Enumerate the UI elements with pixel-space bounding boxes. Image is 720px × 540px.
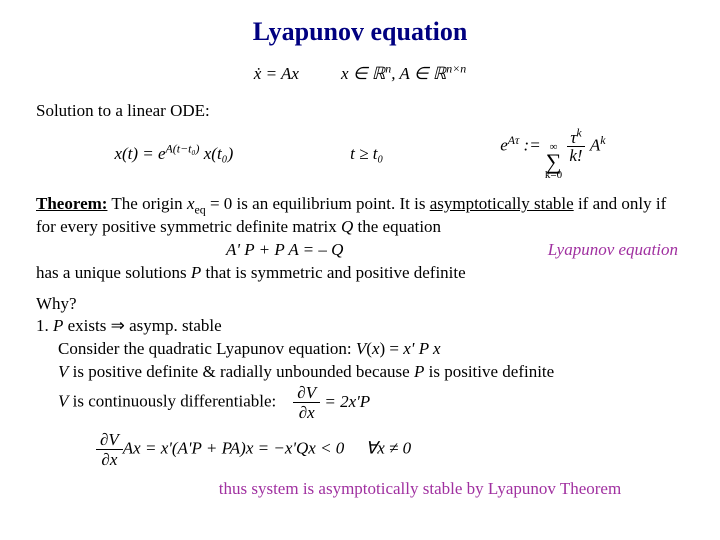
text-solution-intro: Solution to a linear ODE: xyxy=(36,100,684,123)
why-line2: Consider the quadratic Lyapunov equation… xyxy=(36,338,684,361)
frac-term: τk k! xyxy=(566,129,585,164)
eq-system: ẋ = Ax x ∈ ℝn, A ∈ ℝn×n xyxy=(36,63,684,86)
eq-expseries: eAτ := ∞ ∑ k=0 τk k! Ak xyxy=(500,129,605,181)
lyapunov-eq-row: A' P + P A = – Q Lyapunov equation xyxy=(36,239,684,262)
why-block: Why? 1. P exists ⇒ asymp. stable Conside… xyxy=(36,293,684,422)
lyapunov-eq-label: Lyapunov equation xyxy=(548,239,684,262)
conclusion: thus system is asymptotically stable by … xyxy=(36,478,684,501)
eq-cond: t ≥ t₀ xyxy=(350,143,383,166)
partial-eq-inline: ∂V ∂x = 2x'P xyxy=(293,392,370,411)
eq-domain: x ∈ ℝn, A ∈ ℝn×n xyxy=(341,63,466,86)
slide-title: Lyapunov equation xyxy=(36,14,684,49)
theorem-block: Theorem: The origin xeq = 0 is an equili… xyxy=(36,193,684,285)
final-inequality: ∂V ∂x Ax = x'(A'P + PA)x = −x'Qx < 0 ∀x … xyxy=(36,431,684,468)
theorem-label: Theorem: xyxy=(36,194,107,213)
slide: Lyapunov equation ẋ = Ax x ∈ ℝn, A ∈ ℝn×… xyxy=(0,0,720,511)
eq-xt: x(t) = eA(t−t₀) x(t₀) xyxy=(114,143,233,166)
sum-symbol: ∞ ∑ k=0 xyxy=(545,143,562,180)
lyapunov-equation: A' P + P A = – Q xyxy=(36,239,343,262)
asymp-stable: asymptotically stable xyxy=(430,194,574,213)
why-line4: V is continuously differentiable: ∂V ∂x … xyxy=(36,384,684,421)
why-line3: V is positive definite & radially unboun… xyxy=(36,361,684,384)
eq-xdot: ẋ = Ax xyxy=(254,63,299,86)
why-line1: 1. P exists ⇒ asymp. stable xyxy=(36,315,684,338)
why-q: Why? xyxy=(36,293,684,316)
eq-solution-row: x(t) = eA(t−t₀) x(t₀) t ≥ t₀ eAτ := ∞ ∑ … xyxy=(36,129,684,181)
